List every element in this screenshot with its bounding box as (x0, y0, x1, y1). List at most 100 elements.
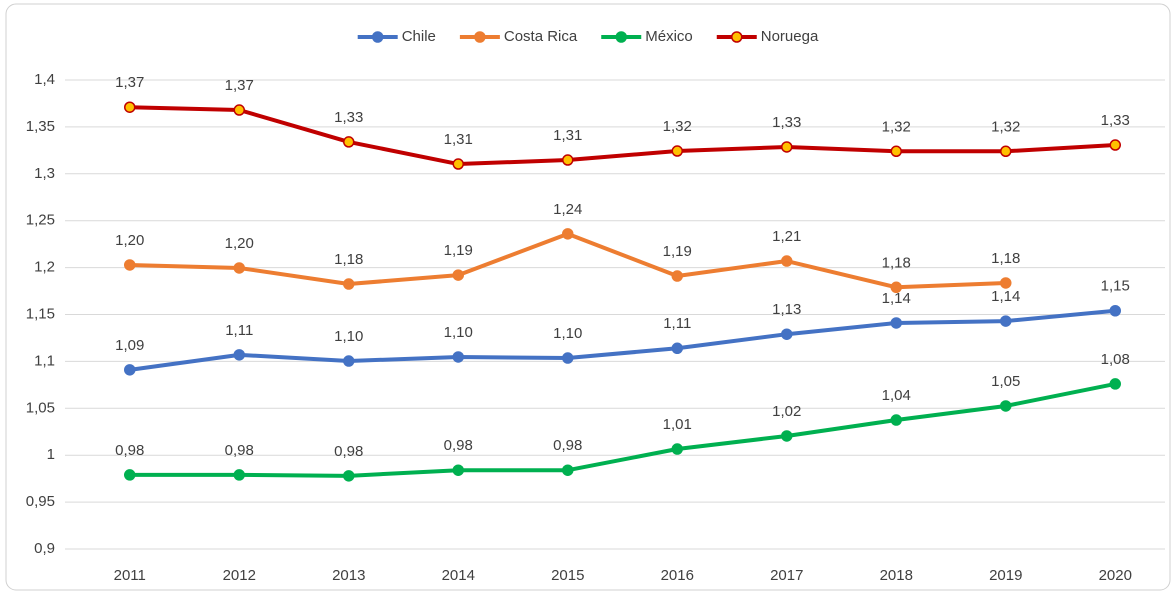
point (781, 255, 793, 267)
data-label: 1,18 (991, 250, 1020, 267)
data-label: 1,10 (553, 325, 582, 342)
point (233, 469, 245, 481)
data-label: 1,14 (882, 290, 911, 307)
point (562, 228, 574, 240)
point (671, 270, 683, 282)
legend-marker (615, 31, 627, 43)
data-label: 1,18 (334, 251, 363, 268)
data-label: 1,19 (663, 243, 692, 260)
legend-label: Chile (402, 28, 436, 45)
point (124, 364, 136, 376)
y-tick-label: 1,3 (34, 165, 55, 182)
data-label: 1,24 (553, 201, 582, 218)
data-label: 1,11 (225, 322, 253, 339)
data-label: 1,02 (772, 403, 801, 420)
data-label: 1,31 (444, 131, 473, 148)
x-tick-label: 2020 (1099, 567, 1132, 584)
point (671, 443, 683, 455)
point (343, 136, 355, 148)
point (124, 259, 136, 271)
point (1109, 304, 1121, 317)
y-tick-label: 1,1 (34, 352, 55, 369)
data-label: 0,98 (334, 443, 363, 460)
legend-label: Noruega (761, 28, 819, 45)
point (1109, 139, 1121, 151)
y-tick-label: 1,25 (26, 212, 55, 229)
data-label: 1,10 (334, 328, 363, 345)
x-tick-label: 2013 (332, 567, 365, 584)
point (1000, 315, 1012, 327)
data-label: 1,15 (1101, 278, 1130, 295)
point (452, 158, 464, 170)
point (781, 141, 793, 153)
data-label: 1,20 (115, 232, 144, 249)
data-label: 1,05 (991, 373, 1020, 390)
point (343, 278, 355, 290)
y-tick-label: 1,15 (26, 305, 55, 322)
data-label: 1,08 (1101, 351, 1130, 368)
y-tick-label: 1,2 (34, 259, 55, 276)
data-label: 1,31 (553, 127, 582, 144)
data-label: 0,98 (225, 442, 254, 459)
data-label: 1,21 (772, 228, 801, 245)
y-tick-label: 1,05 (26, 399, 55, 416)
y-tick-label: 1,35 (26, 118, 55, 135)
data-label: 1,33 (772, 114, 801, 131)
x-tick-label: 2012 (223, 567, 256, 584)
data-label: 1,18 (882, 254, 911, 271)
point (1109, 378, 1121, 390)
series-line (129, 381, 1116, 478)
point (233, 104, 245, 116)
legend-marker (371, 31, 384, 43)
data-label: 1,01 (663, 416, 692, 433)
data-label: 1,11 (663, 315, 691, 332)
data-label: 1,33 (1101, 112, 1130, 129)
point (233, 349, 245, 361)
data-label: 0,98 (444, 437, 473, 454)
point (124, 469, 136, 481)
point (890, 414, 902, 426)
data-label: 1,19 (444, 242, 473, 259)
point (1000, 400, 1012, 412)
point (124, 101, 136, 113)
y-tick-label: 0,95 (26, 493, 55, 510)
data-label: 1,14 (991, 288, 1020, 305)
point (452, 269, 464, 281)
x-tick-label: 2017 (770, 567, 803, 584)
point (562, 352, 574, 364)
point (562, 464, 574, 476)
y-tick-label: 1 (47, 446, 55, 463)
data-label: 1,37 (115, 74, 144, 91)
point (343, 470, 355, 482)
data-label: 1,37 (225, 77, 254, 94)
point (781, 430, 793, 442)
series-line (129, 105, 1116, 167)
data-label: 0,98 (115, 442, 144, 459)
point (781, 328, 793, 340)
point (452, 351, 464, 363)
legend-label: México (645, 28, 693, 45)
data-label: 1,32 (882, 118, 911, 135)
legend-marker (731, 31, 743, 43)
data-label: 0,98 (553, 437, 582, 454)
point (890, 317, 902, 329)
point (1000, 145, 1012, 158)
point (1000, 277, 1012, 289)
series-line (129, 308, 1116, 372)
point (671, 145, 683, 157)
data-label: 1,33 (334, 109, 363, 126)
x-tick-label: 2014 (442, 567, 475, 584)
data-label: 1,10 (444, 324, 473, 341)
legend-label: Costa Rica (504, 28, 578, 45)
data-label: 1,09 (115, 337, 144, 354)
data-label: 1,13 (772, 301, 801, 318)
point (452, 464, 464, 476)
point (562, 154, 574, 166)
point (343, 355, 355, 367)
point (890, 281, 902, 294)
x-tick-label: 2011 (114, 567, 146, 584)
legend-marker (474, 31, 486, 43)
y-tick-label: 1,4 (34, 71, 55, 88)
data-label: 1,04 (882, 387, 911, 404)
